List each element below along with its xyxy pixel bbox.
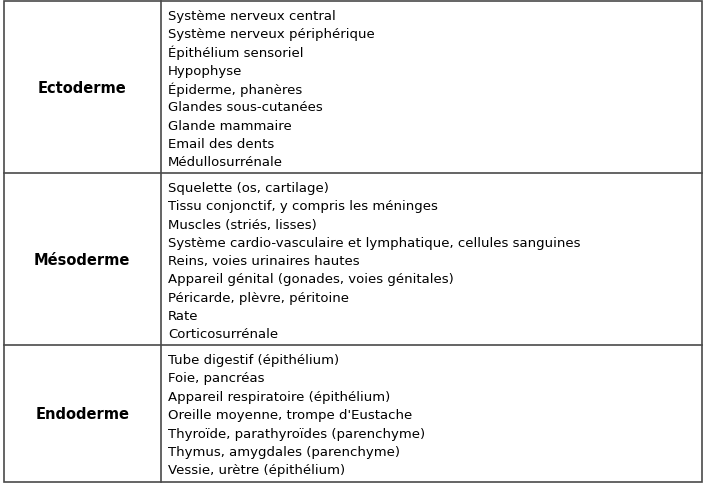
Text: Tube digestif (épithélium): Tube digestif (épithélium) bbox=[168, 353, 339, 366]
Text: Endoderme: Endoderme bbox=[35, 406, 129, 421]
Text: Squelette (os, cartilage): Squelette (os, cartilage) bbox=[168, 182, 329, 195]
Text: Système nerveux périphérique: Système nerveux périphérique bbox=[168, 28, 375, 41]
Text: Ectoderme: Ectoderme bbox=[38, 81, 126, 96]
Text: Système nerveux central: Système nerveux central bbox=[168, 10, 336, 23]
Text: Glande mammaire: Glande mammaire bbox=[168, 120, 292, 133]
Text: Appareil respiratoire (épithélium): Appareil respiratoire (épithélium) bbox=[168, 390, 390, 403]
Text: Système cardio-vasculaire et lymphatique, cellules sanguines: Système cardio-vasculaire et lymphatique… bbox=[168, 236, 580, 249]
Text: Médullosurrénale: Médullosurrénale bbox=[168, 156, 283, 169]
Text: Reins, voies urinaires hautes: Reins, voies urinaires hautes bbox=[168, 255, 359, 268]
Text: Appareil génital (gonades, voies génitales): Appareil génital (gonades, voies génital… bbox=[168, 273, 454, 286]
Text: Glandes sous-cutanées: Glandes sous-cutanées bbox=[168, 101, 323, 114]
Text: Corticosurrénale: Corticosurrénale bbox=[168, 328, 278, 341]
Text: Thyroïde, parathyroïdes (parenchyme): Thyroïde, parathyroïdes (parenchyme) bbox=[168, 427, 425, 439]
Text: Épithélium sensoriel: Épithélium sensoriel bbox=[168, 45, 304, 60]
Text: Épiderme, phanères: Épiderme, phanères bbox=[168, 82, 302, 97]
Text: Muscles (striés, lisses): Muscles (striés, lisses) bbox=[168, 218, 317, 231]
Text: Vessie, urètre (épithélium): Vessie, urètre (épithélium) bbox=[168, 464, 345, 476]
Text: Péricarde, plèvre, péritoine: Péricarde, plèvre, péritoine bbox=[168, 291, 349, 304]
Text: Hypophyse: Hypophyse bbox=[168, 65, 242, 77]
Text: Rate: Rate bbox=[168, 309, 198, 322]
Text: Email des dents: Email des dents bbox=[168, 138, 274, 151]
Text: Thymus, amygdales (parenchyme): Thymus, amygdales (parenchyme) bbox=[168, 445, 400, 458]
Text: Mésoderme: Mésoderme bbox=[34, 252, 131, 267]
Text: Foie, pancréas: Foie, pancréas bbox=[168, 372, 265, 385]
Text: Tissu conjonctif, y compris les méninges: Tissu conjonctif, y compris les méninges bbox=[168, 200, 438, 213]
Text: Oreille moyenne, trompe d'Eustache: Oreille moyenne, trompe d'Eustache bbox=[168, 408, 412, 422]
